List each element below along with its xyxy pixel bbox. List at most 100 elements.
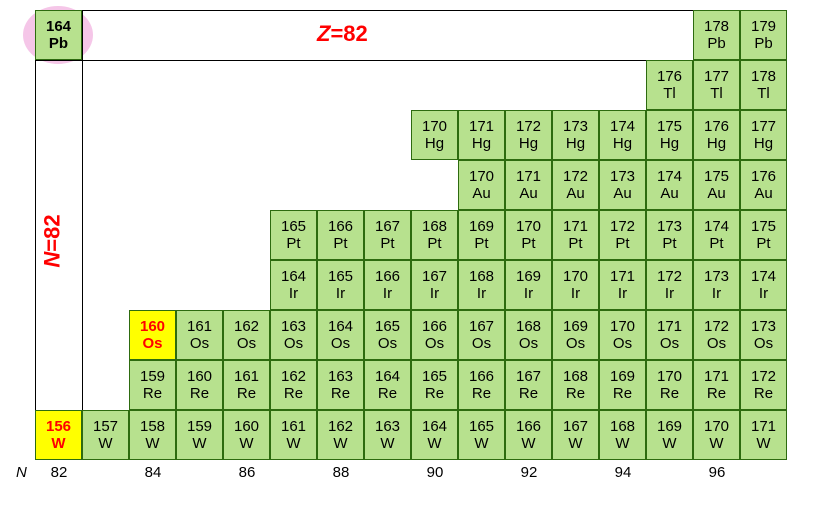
- mass-number: 165: [422, 368, 447, 385]
- nuclide-cell: 169W: [646, 410, 693, 460]
- nuclide-cell: 163Os: [270, 310, 317, 360]
- mass-number: 175: [657, 118, 682, 135]
- nuclide-cell: 170Os: [599, 310, 646, 360]
- mass-number: 167: [516, 368, 541, 385]
- nuclide-cell: 170Hg: [411, 110, 458, 160]
- nuclide-cell: 164Ir: [270, 260, 317, 310]
- element-symbol: W: [286, 435, 300, 452]
- element-symbol: W: [333, 435, 347, 452]
- element-symbol: Os: [425, 335, 444, 352]
- mass-number: 173: [657, 218, 682, 235]
- nuclide-cell: 165W: [458, 410, 505, 460]
- element-symbol: Os: [566, 335, 585, 352]
- mass-number: 174: [704, 218, 729, 235]
- element-symbol: Os: [331, 335, 350, 352]
- element-symbol: Tl: [710, 85, 723, 102]
- mass-number: 173: [704, 268, 729, 285]
- mass-number: 169: [516, 268, 541, 285]
- element-symbol: W: [662, 435, 676, 452]
- element-symbol: Os: [472, 335, 491, 352]
- mass-number: 160: [187, 368, 212, 385]
- n-axis-tick: 82: [39, 464, 79, 481]
- mass-number: 166: [375, 268, 400, 285]
- mass-number: 172: [516, 118, 541, 135]
- mass-number: 164: [46, 18, 71, 35]
- element-symbol: Hg: [472, 135, 491, 152]
- mass-number: 167: [563, 418, 588, 435]
- element-symbol: Ir: [430, 285, 439, 302]
- element-symbol: Re: [660, 385, 679, 402]
- element-symbol: Au: [472, 185, 490, 202]
- mass-number: 167: [469, 318, 494, 335]
- nuclide-cell: 162Re: [270, 360, 317, 410]
- element-symbol: Os: [142, 335, 162, 352]
- mass-number: 171: [704, 368, 729, 385]
- mass-number: 174: [751, 268, 776, 285]
- mass-number: 168: [469, 268, 494, 285]
- nuclide-cell: 160W: [223, 410, 270, 460]
- mass-number: 167: [422, 268, 447, 285]
- mass-number: 177: [751, 118, 776, 135]
- nuclide-cell: 173Au: [599, 160, 646, 210]
- element-symbol: W: [51, 435, 65, 452]
- mass-number: 165: [281, 218, 306, 235]
- element-symbol: Pt: [521, 235, 535, 252]
- mass-number: 169: [610, 368, 635, 385]
- mass-number: 165: [469, 418, 494, 435]
- mass-number: 174: [657, 168, 682, 185]
- element-symbol: W: [192, 435, 206, 452]
- mass-number: 168: [610, 418, 635, 435]
- nuclide-chart: Z=82N=82164Pb178Pb179Pb176Tl177Tl178Tl17…: [10, 10, 810, 500]
- mass-number: 166: [516, 418, 541, 435]
- nuclide-cell: 164W: [411, 410, 458, 460]
- mass-number: 165: [328, 268, 353, 285]
- mass-number: 164: [375, 368, 400, 385]
- nuclide-cell: 165Re: [411, 360, 458, 410]
- element-symbol: W: [756, 435, 770, 452]
- mass-number: 163: [328, 368, 353, 385]
- mass-number: 172: [751, 368, 776, 385]
- mass-number: 168: [422, 218, 447, 235]
- mass-number: 170: [610, 318, 635, 335]
- nuclide-cell: 178Tl: [740, 60, 787, 110]
- nuclide-cell: 176Au: [740, 160, 787, 210]
- mass-number: 172: [657, 268, 682, 285]
- element-symbol: W: [427, 435, 441, 452]
- mass-number: 173: [563, 118, 588, 135]
- mass-number: 172: [704, 318, 729, 335]
- nuclide-cell: 168Os: [505, 310, 552, 360]
- nuclide-cell: 171Au: [505, 160, 552, 210]
- nuclide-cell: 175Au: [693, 160, 740, 210]
- nuclide-cell: 165Ir: [317, 260, 364, 310]
- nuclide-cell: 161Re: [223, 360, 270, 410]
- element-symbol: Hg: [613, 135, 632, 152]
- nuclide-cell: 162Os: [223, 310, 270, 360]
- n-axis-label: N: [16, 464, 27, 481]
- element-symbol: Re: [613, 385, 632, 402]
- nuclide-cell: 177Hg: [740, 110, 787, 160]
- mass-number: 171: [751, 418, 776, 435]
- nuclide-cell: 173Os: [740, 310, 787, 360]
- element-symbol: Hg: [707, 135, 726, 152]
- mass-number: 161: [234, 368, 259, 385]
- n-axis-tick: 88: [321, 464, 361, 481]
- z-line: [35, 10, 787, 11]
- nuclide-cell: 163Re: [317, 360, 364, 410]
- element-symbol: Pt: [709, 235, 723, 252]
- nuclide-cell: 167Pt: [364, 210, 411, 260]
- element-symbol: Pb: [754, 35, 772, 52]
- mass-number: 162: [328, 418, 353, 435]
- nuclide-cell: 166Os: [411, 310, 458, 360]
- element-symbol: Au: [519, 185, 537, 202]
- mass-number: 173: [610, 168, 635, 185]
- nuclide-cell: 177Tl: [693, 60, 740, 110]
- nuclide-cell: 166Pt: [317, 210, 364, 260]
- mass-number: 156: [46, 418, 71, 435]
- nuclide-cell: 175Pt: [740, 210, 787, 260]
- element-symbol: Au: [566, 185, 584, 202]
- mass-number: 171: [469, 118, 494, 135]
- element-symbol: Pt: [474, 235, 488, 252]
- element-symbol: Au: [660, 185, 678, 202]
- element-symbol: W: [380, 435, 394, 452]
- element-symbol: Re: [190, 385, 209, 402]
